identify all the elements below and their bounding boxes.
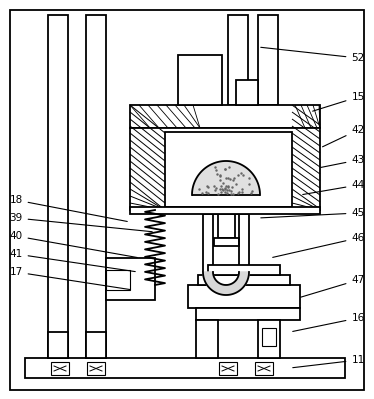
Polygon shape — [203, 272, 249, 295]
Text: 47: 47 — [301, 275, 365, 297]
Bar — [213, 207, 240, 214]
Bar — [228, 15, 248, 105]
Bar — [48, 15, 68, 358]
Bar — [262, 328, 276, 346]
Bar — [196, 320, 218, 358]
Bar — [87, 362, 105, 375]
Bar — [188, 285, 300, 308]
Text: 45: 45 — [261, 208, 365, 218]
Bar — [255, 362, 273, 375]
Bar — [165, 132, 292, 207]
Text: 11: 11 — [293, 355, 365, 367]
Bar — [198, 275, 290, 285]
Bar — [236, 80, 258, 105]
Text: 40: 40 — [9, 231, 137, 257]
Bar — [258, 320, 280, 358]
Bar — [86, 15, 106, 358]
Bar — [214, 238, 239, 246]
Text: 44: 44 — [303, 180, 365, 195]
Bar — [130, 207, 320, 214]
Text: 43: 43 — [321, 155, 365, 168]
Text: 18: 18 — [9, 195, 127, 221]
Bar — [130, 105, 320, 128]
Text: 17: 17 — [9, 267, 130, 290]
Bar — [51, 362, 69, 375]
Bar — [25, 358, 345, 378]
Bar — [106, 270, 130, 290]
Text: 52: 52 — [261, 47, 365, 63]
Bar — [196, 308, 300, 320]
Bar — [218, 214, 235, 238]
Bar — [258, 15, 278, 105]
Text: 41: 41 — [9, 249, 135, 272]
Bar — [208, 265, 280, 275]
Text: 39: 39 — [9, 213, 152, 232]
Bar — [130, 128, 320, 210]
Text: 16: 16 — [293, 313, 365, 332]
Bar — [178, 55, 222, 105]
Polygon shape — [192, 161, 260, 195]
Text: 46: 46 — [273, 233, 365, 257]
Bar — [86, 332, 106, 358]
Bar — [106, 258, 155, 300]
Bar — [48, 332, 68, 358]
Text: 42: 42 — [322, 125, 365, 147]
Bar — [219, 362, 237, 375]
Text: 15: 15 — [313, 92, 365, 111]
